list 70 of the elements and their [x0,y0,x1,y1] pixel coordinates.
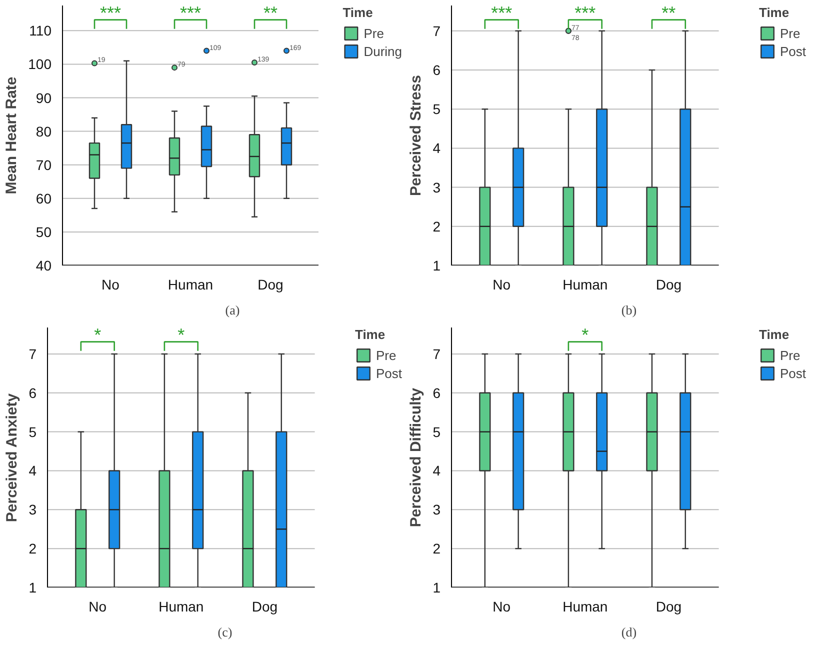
legend-label: Post [780,366,806,380]
y-tick-label: 110 [29,22,52,39]
x-tick-label: Dog [656,276,682,292]
y-tick-label: 80 [36,123,52,140]
x-tick-label: Human [562,598,608,614]
x-tick-label: No [88,598,107,614]
x-tick-label: Dog [258,276,284,292]
y-tick-label: 6 [432,384,441,401]
y-tick-label: 2 [432,540,441,557]
legend-title: Time [758,5,790,20]
annotation: * [178,324,185,345]
x-tick-label: No [102,276,120,292]
y-tick-label: 4 [432,462,441,479]
x-tick-label: Dog [656,598,682,614]
annotation: * [582,324,589,345]
y-tick-label: 2 [28,540,37,557]
y-tick-label: 1 [432,580,441,596]
text: (a) [225,302,240,318]
y-tick-label: 50 [36,224,52,240]
x-tick-label: No [492,598,511,614]
y-tick-label: 40 [36,258,52,274]
x-tick-label: Human [562,276,608,292]
y-tick-label: 3 [28,502,37,518]
legend-label: Pre [364,26,384,40]
y-tick-label: 3 [432,502,441,518]
y-tick-label: 1 [432,258,441,274]
y-tick-label: 5 [28,424,37,440]
y-tick-label: 7 [28,346,37,362]
y-tick-label: 4 [28,462,37,479]
legend-title: Time [354,327,386,342]
legend-label: Post [376,366,402,380]
text: (c) [218,624,232,640]
y-tick-label: 4 [432,140,441,156]
y-tick-label: 2 [432,218,441,234]
x-tick-label: Human [168,276,214,292]
legend-label: Pre [780,348,800,362]
annotation: *** [491,2,512,23]
annotation: ** [263,2,278,23]
y-tick-label: 100 [28,56,52,72]
y-axis-title: Mean Heart Rate [3,76,20,194]
annotation: *** [574,2,596,23]
text: (b) [621,302,637,318]
y-tick-label: 1 [28,580,37,596]
annotation: ** [662,2,676,23]
legend-label: Pre [376,348,396,362]
y-tick-label: 90 [36,90,52,106]
y-axis-title: Perceived Stress [408,75,425,196]
x-tick-label: No [492,276,511,292]
x-tick-label: Dog [252,598,278,614]
y-tick-label: 6 [28,384,37,401]
text: (d) [621,624,637,640]
annotation: *** [100,2,122,23]
annotation: * [94,324,102,345]
legend-label: During [364,44,402,58]
y-axis-title: Perceived Anxiety [4,392,21,522]
annotation: *** [180,2,202,23]
y-tick-label: 60 [36,190,52,206]
legend-label: Pre [780,26,800,40]
y-tick-label: 6 [432,62,441,78]
y-tick-label: 70 [36,156,52,173]
legend-title: Time [758,327,790,342]
y-tick-label: 5 [432,424,441,440]
x-tick-label: Human [158,598,204,614]
y-axis-title: Perceived Difficulty [408,387,425,528]
y-tick-label: 7 [432,346,441,362]
y-tick-label: 3 [432,179,441,196]
y-tick-label: 5 [432,101,441,118]
legend-title: Time [342,5,374,20]
legend-label: Post [780,44,806,58]
y-tick-label: 7 [432,22,441,39]
